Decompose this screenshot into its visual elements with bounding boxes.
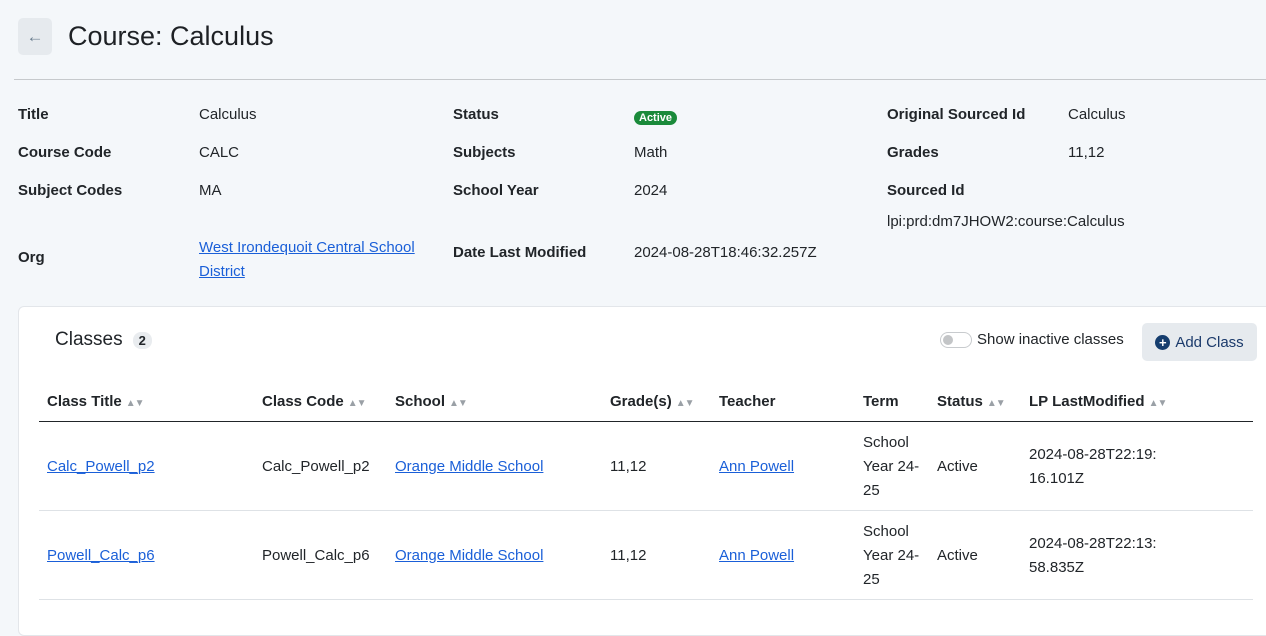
divider (14, 79, 1266, 80)
term: School Year 24-25 (863, 434, 920, 499)
classes-card (18, 306, 1266, 636)
teacher-link[interactable]: Ann Powell (719, 458, 795, 475)
school-year-label: School Year (453, 182, 539, 199)
subjects-label: Subjects (453, 144, 516, 161)
title-value: Calculus (199, 106, 257, 123)
title-label: Title (18, 106, 49, 123)
school-year-value: 2024 (634, 182, 668, 199)
show-inactive-toggle[interactable] (940, 331, 972, 348)
date-last-modified-value: 2024-08-28T18:46:32.257Z (634, 244, 817, 261)
arrow-left-icon: ← (26, 26, 44, 46)
school-link[interactable]: Orange Middle School (395, 547, 544, 564)
subject-codes-label: Subject Codes (18, 182, 123, 199)
status: Active (937, 458, 978, 475)
col-teacher: Teacher (719, 393, 776, 410)
add-class-button[interactable]: + Add Class (1142, 323, 1257, 361)
sort-icon: ▲▼ (449, 398, 468, 409)
teacher-link[interactable]: Ann Powell (719, 547, 795, 564)
col-term: Term (863, 393, 899, 410)
course-code-label: Course Code (18, 144, 112, 161)
lp-lastmodified: 2024-08-28T22:13:58.835Z (1029, 535, 1157, 576)
grades: 11,12 (610, 547, 647, 564)
term: School Year 24-25 (863, 523, 920, 588)
col-school[interactable]: School ▲▼ (395, 393, 468, 410)
org-link[interactable]: West Irondequoit Central School District (199, 239, 415, 280)
class-title-link[interactable]: Powell_Calc_p6 (47, 547, 155, 564)
sort-icon: ▲▼ (1148, 398, 1168, 409)
add-class-label: Add Class (1175, 333, 1244, 351)
col-lp-lastmodified[interactable]: LP LastModified ▲▼ (1029, 393, 1168, 410)
sort-icon: ▲▼ (347, 398, 367, 409)
status-label: Status (453, 106, 499, 123)
subjects-value: Math (634, 144, 668, 161)
date-last-modified-label: Date Last Modified (453, 244, 587, 261)
org-label: Org (18, 249, 45, 266)
subject-codes-value: MA (199, 182, 222, 199)
original-sourced-id-label: Original Sourced Id (887, 106, 1026, 123)
lp-lastmodified: 2024-08-28T22:19:16.101Z (1029, 446, 1157, 487)
class-code: Powell_Calc_p6 (262, 547, 370, 564)
show-inactive-label: Show inactive classes (977, 331, 1124, 348)
school-link[interactable]: Orange Middle School (395, 458, 544, 475)
page-title: Course: Calculus (68, 21, 274, 51)
sourced-id-label: Sourced Id (887, 182, 965, 199)
col-grades[interactable]: Grade(s) ▲▼ (610, 393, 695, 410)
sort-icon: ▲▼ (675, 398, 695, 409)
course-code-value: CALC (199, 144, 240, 161)
back-button[interactable]: ← (18, 18, 52, 55)
col-status[interactable]: Status ▲▼ (937, 393, 1006, 410)
status: Active (937, 547, 978, 564)
col-class-title[interactable]: Class Title ▲▼ (47, 393, 145, 410)
grades-value: 11,12 (1068, 144, 1105, 161)
original-sourced-id-value: Calculus (1068, 106, 1126, 123)
sort-icon: ▲▼ (986, 398, 1006, 409)
status-badge: Active (634, 111, 678, 125)
grades-label: Grades (887, 144, 939, 161)
row-divider (39, 510, 1253, 511)
classes-heading: Classes (55, 329, 123, 350)
class-title-link[interactable]: Calc_Powell_p2 (47, 458, 155, 475)
grades: 11,12 (610, 458, 647, 475)
sourced-id-value: lpi:prd:dm7JHOW2:course:Calculus (887, 213, 1125, 230)
classes-count-badge: 2 (132, 331, 152, 349)
sort-icon: ▲▼ (125, 398, 145, 409)
row-divider (39, 599, 1253, 600)
header-divider (39, 421, 1253, 422)
col-class-code[interactable]: Class Code ▲▼ (262, 393, 367, 410)
class-code: Calc_Powell_p2 (262, 458, 370, 475)
plus-circle-icon: + (1155, 334, 1171, 350)
